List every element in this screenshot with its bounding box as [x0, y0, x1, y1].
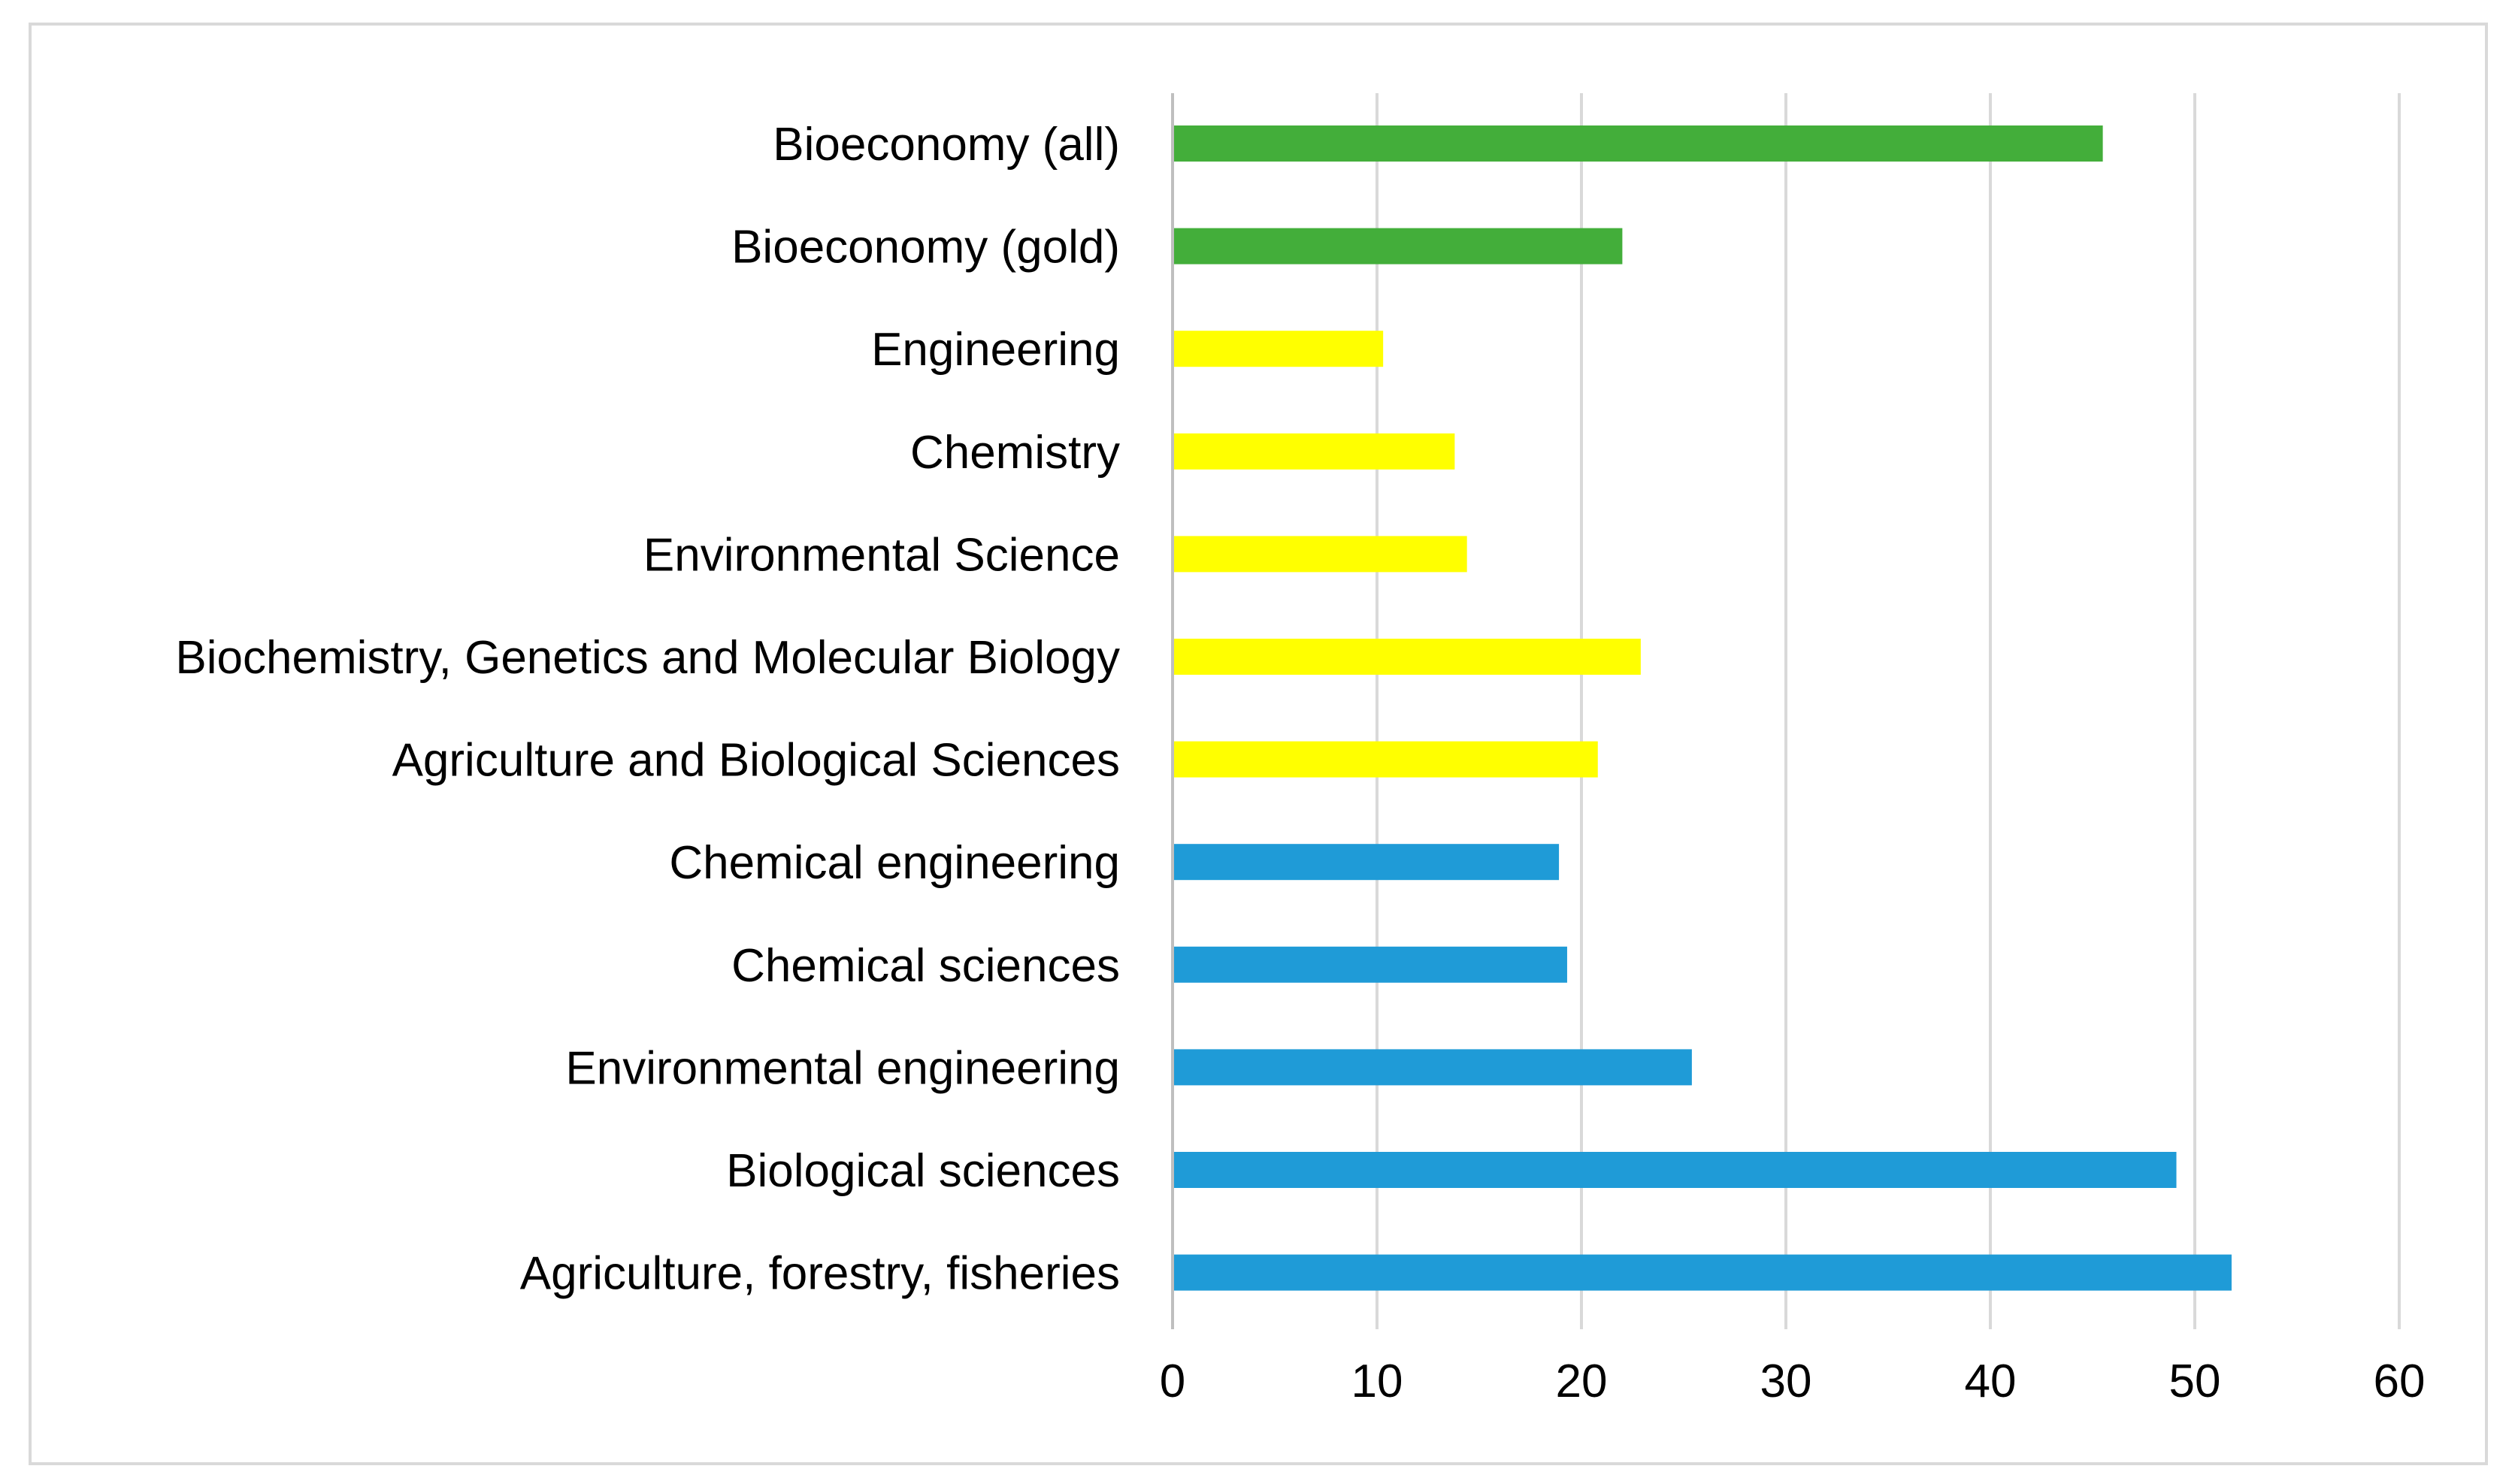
- chart-frame: Bioeconomy (all) Bioeconomy (gold) Enginee…: [29, 23, 2488, 1465]
- category-label: Agriculture, forestry, fisheries: [520, 1248, 1120, 1300]
- bar: [1173, 331, 1384, 367]
- x-tick-label: 50: [2169, 1356, 2221, 1407]
- bar: [1173, 433, 1455, 470]
- bar: [1173, 1152, 2177, 1188]
- category-label: Environmental Science: [643, 529, 1120, 581]
- x-tick-label: 30: [1760, 1356, 1812, 1407]
- x-tick-label: 20: [1556, 1356, 1608, 1407]
- bar: [1173, 536, 1467, 573]
- category-label: Chemical engineering: [669, 837, 1120, 889]
- category-label: Chemical sciences: [731, 940, 1120, 992]
- bars: [1173, 125, 2232, 1291]
- category-label: Biological sciences: [726, 1145, 1120, 1197]
- category-label: Chemistry: [910, 427, 1120, 479]
- x-tick-label: 10: [1351, 1356, 1403, 1407]
- category-label: Bioeconomy (all): [773, 119, 1120, 171]
- x-tick-label: 0: [1160, 1356, 1185, 1407]
- category-labels: Bioeconomy (all) Bioeconomy (gold) Enginee…: [175, 119, 1120, 1300]
- gridlines: [1376, 93, 2401, 1329]
- bar: [1173, 844, 1560, 881]
- category-label: Engineering: [871, 324, 1120, 376]
- bar: [1173, 946, 1567, 983]
- category-label: Bioeconomy (gold): [731, 222, 1120, 274]
- bar: [1173, 741, 1598, 778]
- bar: [1173, 1254, 2232, 1291]
- category-label: Environmental engineering: [565, 1042, 1120, 1094]
- category-label: Biochemistry, Genetics and Molecular Bio…: [175, 632, 1120, 684]
- x-tick-label: 60: [2374, 1356, 2426, 1407]
- x-tick-label: 40: [1965, 1356, 2017, 1407]
- bar: [1173, 639, 1641, 675]
- bar: [1173, 228, 1623, 264]
- category-label: Agriculture and Biological Sciences: [392, 735, 1120, 787]
- bar: [1173, 125, 2103, 162]
- tick-labels: 0 10 20 30 40 50 60: [1160, 1356, 2426, 1407]
- bar-chart: Bioeconomy (all) Bioeconomy (gold) Enginee…: [175, 93, 2426, 1407]
- bar: [1173, 1049, 1692, 1086]
